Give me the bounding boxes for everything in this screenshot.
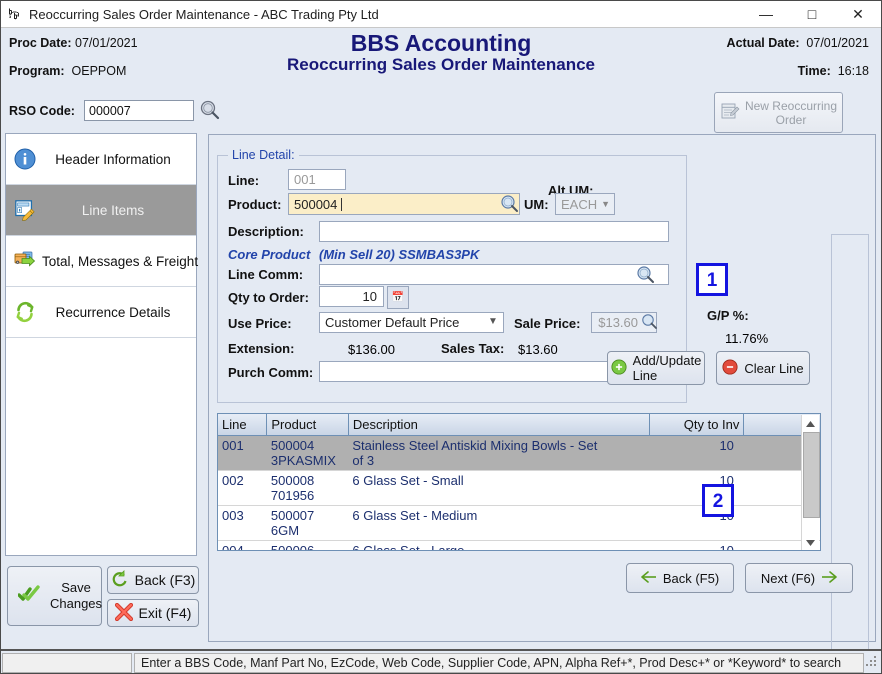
svg-text:2: 2 <box>713 491 724 512</box>
svg-text:1: 1 <box>707 270 718 291</box>
